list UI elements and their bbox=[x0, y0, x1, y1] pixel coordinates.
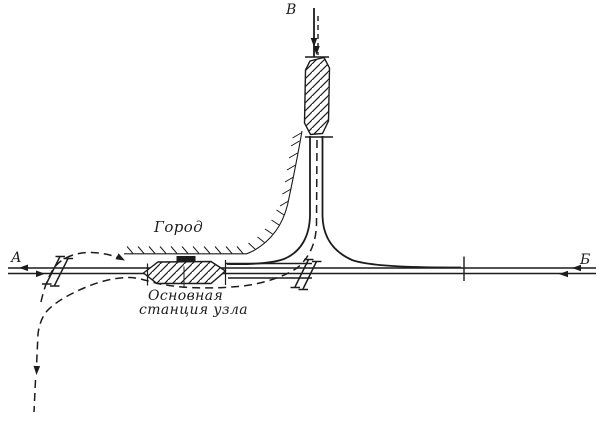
arrow-east-in bbox=[36, 270, 45, 278]
arrow-connector-end bbox=[115, 253, 125, 261]
label-main-station-line2: станция узла bbox=[139, 302, 248, 318]
label-city: Город bbox=[153, 218, 203, 236]
city-boundary bbox=[124, 130, 303, 255]
city-hatch-ticks bbox=[126, 132, 302, 254]
label-direction-a: А bbox=[10, 250, 22, 266]
label-direction-b: Б bbox=[579, 252, 591, 268]
label-direction-v: В bbox=[285, 2, 297, 18]
arrow-v-solid bbox=[310, 38, 318, 47]
top-station-shape bbox=[303, 56, 333, 138]
break-mark-west bbox=[42, 255, 73, 287]
branch-line-v bbox=[226, 8, 462, 269]
arrow-bypass-south bbox=[33, 365, 41, 375]
station-building-marker bbox=[176, 256, 196, 262]
direction-arrows bbox=[19, 38, 581, 375]
connector-dashed-line bbox=[40, 251, 123, 303]
arrow-b-upper bbox=[572, 264, 581, 272]
arrow-v-dashed bbox=[313, 46, 320, 55]
break-mark-east bbox=[290, 258, 322, 291]
bypass-dashed-line bbox=[33, 139, 318, 413]
arrow-b-lower bbox=[559, 270, 568, 278]
label-main-station-line1: Основная bbox=[148, 288, 223, 304]
arrow-west-out bbox=[19, 264, 28, 272]
